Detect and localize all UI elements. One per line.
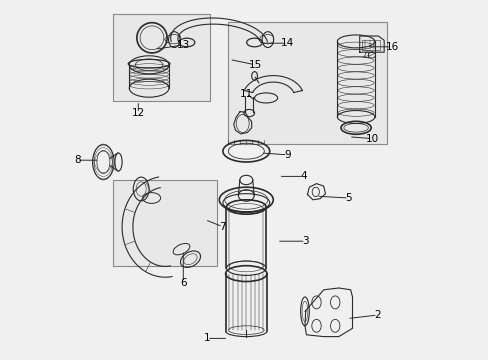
- Text: 15: 15: [248, 60, 262, 70]
- Text: 14: 14: [281, 38, 294, 48]
- Bar: [113, 14, 210, 101]
- Text: 10: 10: [366, 134, 379, 144]
- Bar: [228, 22, 386, 144]
- Text: 7: 7: [219, 222, 226, 232]
- Text: 3: 3: [302, 236, 308, 246]
- Text: 1: 1: [203, 333, 209, 343]
- Text: 11: 11: [239, 89, 252, 99]
- Bar: [113, 180, 217, 266]
- Text: 12: 12: [131, 108, 144, 118]
- Text: 5: 5: [345, 193, 351, 203]
- Text: 16: 16: [385, 42, 398, 52]
- Text: 9: 9: [284, 150, 290, 160]
- Text: 13: 13: [176, 40, 189, 50]
- Text: 6: 6: [180, 278, 186, 288]
- Text: 2: 2: [374, 310, 380, 320]
- Bar: [361, 40, 379, 50]
- Text: 8: 8: [74, 155, 80, 165]
- Text: 4: 4: [300, 171, 306, 181]
